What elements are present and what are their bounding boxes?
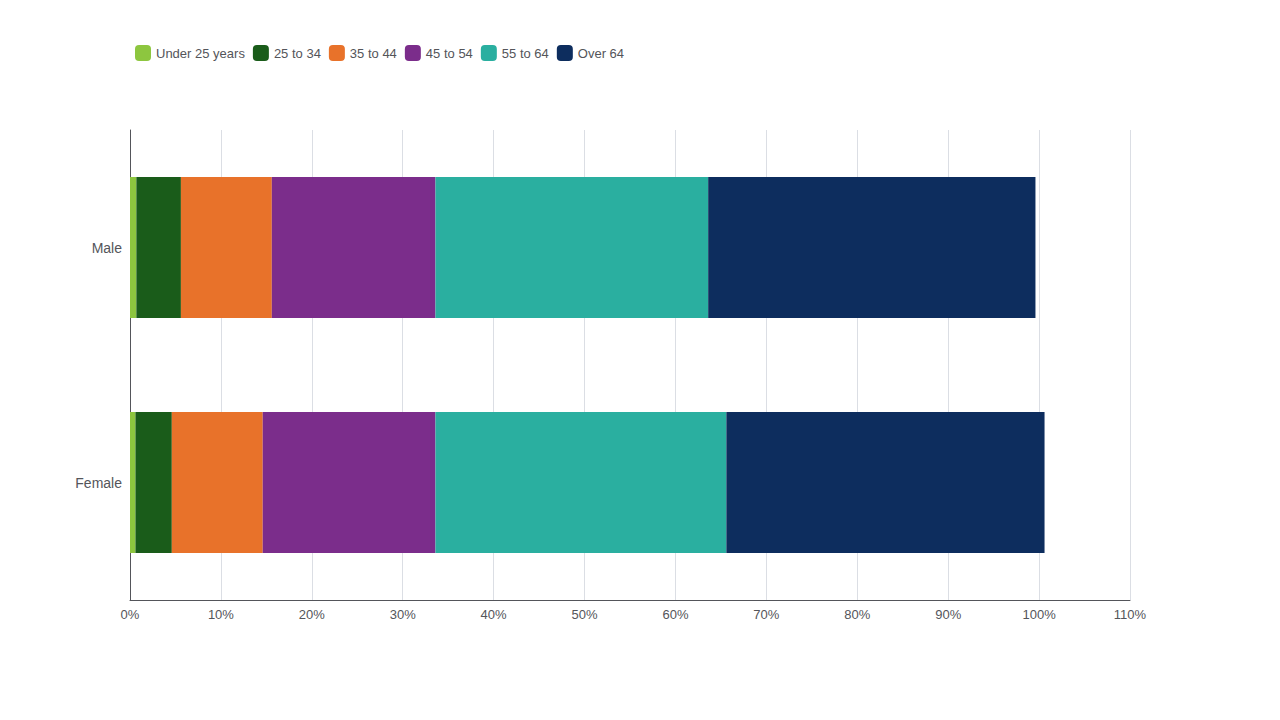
svg-text:Male: Male (92, 240, 123, 256)
svg-text:30%: 30% (390, 607, 416, 622)
svg-text:70%: 70% (753, 607, 779, 622)
svg-text:110%: 110% (1114, 607, 1147, 622)
svg-text:0%: 0% (121, 607, 140, 622)
svg-text:Under 25 years: Under 25 years (156, 46, 245, 61)
svg-text:50%: 50% (572, 607, 598, 622)
svg-text:60%: 60% (662, 607, 688, 622)
svg-text:40%: 40% (481, 607, 507, 622)
svg-text:Over 64: Over 64 (578, 46, 624, 61)
svg-text:55 to 64: 55 to 64 (502, 46, 549, 61)
svg-text:100%: 100% (1022, 607, 1056, 622)
svg-text:20%: 20% (299, 607, 325, 622)
svg-text:90%: 90% (935, 607, 961, 622)
svg-text:Female: Female (75, 475, 122, 491)
svg-text:80%: 80% (844, 607, 870, 622)
svg-text:35 to 44: 35 to 44 (350, 46, 397, 61)
svg-text:10%: 10% (208, 607, 234, 622)
svg-text:45 to 54: 45 to 54 (426, 46, 473, 61)
svg-text:25 to 34: 25 to 34 (274, 46, 321, 61)
